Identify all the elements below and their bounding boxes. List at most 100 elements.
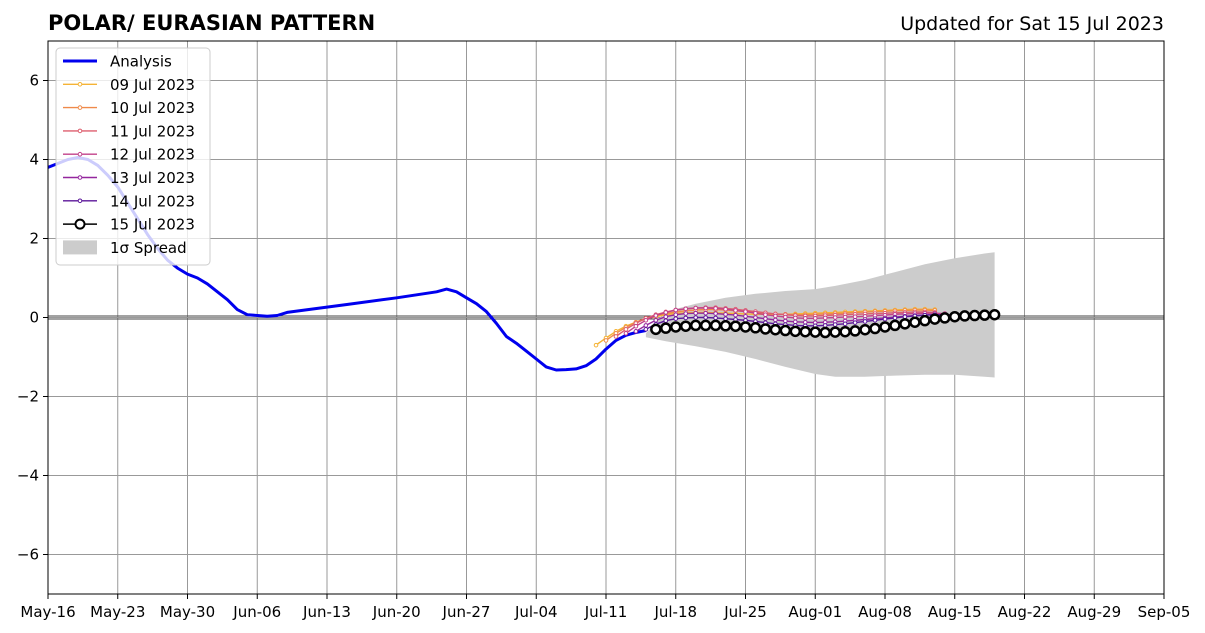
forecast-point: [802, 315, 808, 321]
forecast-point: [779, 324, 792, 337]
forecast-point: [703, 310, 708, 316]
forecast-point: [909, 316, 921, 328]
legend-label: 1σ Spread: [110, 239, 187, 257]
legend-label: 13 Jul 2023: [110, 169, 195, 187]
forecast-point: [822, 323, 828, 328]
forecast-point: [978, 309, 991, 321]
legend-swatch: [63, 240, 97, 255]
forecast-point: [988, 308, 1001, 321]
forecast-point: [703, 315, 708, 320]
forecast-point: [729, 320, 742, 332]
forecast-point: [889, 319, 901, 332]
forecast-point: [693, 315, 698, 320]
forecast-point: [693, 305, 698, 311]
x-tick-label: Jun-13: [302, 603, 351, 621]
x-tick-label: Sep-05: [1138, 603, 1191, 621]
forecast-point: [829, 326, 841, 338]
forecast-point: [849, 325, 861, 337]
forecast-point: [949, 310, 961, 323]
forecast-point: [663, 318, 669, 323]
forecast-point: [663, 314, 669, 320]
forecast-point: [653, 317, 659, 323]
forecast-point: [783, 314, 788, 320]
forecast-point: [703, 305, 708, 311]
forecast-point: [899, 318, 911, 330]
forecast-point: [683, 306, 689, 312]
forecast-point: [919, 314, 931, 327]
forecast-point: [763, 312, 768, 318]
forecast-point: [743, 309, 748, 314]
legend-marker: [74, 218, 86, 230]
forecast-point: [832, 322, 838, 327]
forecast-point: [660, 322, 672, 334]
legend-label: 14 Jul 2023: [110, 192, 195, 210]
forecast-point: [723, 316, 728, 321]
y-tick-label: 2: [29, 230, 39, 248]
x-tick-label: Jun-06: [232, 603, 281, 621]
forecast-point: [673, 316, 679, 321]
forecast-point: [869, 322, 881, 335]
forecast-point: [773, 317, 778, 323]
forecast-point: [603, 338, 609, 343]
legend-label: 12 Jul 2023: [110, 146, 195, 164]
forecast-point: [739, 321, 752, 333]
forecast-point: [939, 312, 951, 324]
forecast-point: [663, 310, 669, 315]
forecast-point: [763, 316, 768, 321]
forecast-point: [902, 314, 908, 320]
legend-box: [55, 47, 211, 266]
x-tick-label: Jul-04: [514, 603, 558, 621]
forecast-point: [879, 321, 891, 333]
series-layer: [48, 156, 1001, 378]
forecast-point: [753, 310, 758, 316]
forecast-point: [872, 317, 878, 323]
x-tick-label: May-30: [160, 603, 215, 621]
x-tick-label: May-16: [20, 603, 75, 621]
forecast-point: [713, 311, 718, 316]
forecast-point: [839, 325, 851, 338]
legend-label: 10 Jul 2023: [110, 99, 195, 117]
forecast-point: [852, 320, 858, 325]
forecast-point: [733, 312, 738, 318]
y-tick-label: −6: [17, 546, 39, 564]
forecast-point: [759, 323, 772, 335]
forecast-point: [723, 306, 728, 312]
forecast-point: [773, 313, 778, 319]
forecast-point: [799, 325, 812, 338]
legend-label: 11 Jul 2023: [110, 122, 195, 140]
forecast-point: [723, 312, 728, 317]
forecast-point: [643, 327, 649, 332]
forecast-point: [733, 308, 738, 313]
forecast-point: [842, 321, 848, 327]
forecast-point: [679, 320, 692, 332]
forecast-point: [689, 319, 702, 332]
forecast-point: [819, 326, 831, 339]
forecast-point: [709, 319, 722, 332]
forecast-point: [832, 315, 838, 320]
spread-band: [645, 252, 995, 378]
forecast-point: [882, 316, 888, 322]
x-tick-label: Aug-01: [788, 603, 842, 621]
x-tick-label: Jun-20: [372, 603, 421, 621]
forecast-point: [968, 309, 981, 322]
legend-label: 15 Jul 2023: [110, 216, 195, 234]
forecast-point: [683, 311, 689, 316]
legend-marker: [77, 128, 83, 134]
legend-marker: [77, 105, 83, 110]
forecast-point: [683, 315, 689, 321]
y-tick-label: 0: [29, 309, 39, 327]
forecast-point: [769, 323, 782, 336]
forecast-point: [653, 313, 659, 318]
forecast-point: [693, 310, 698, 316]
forecast-point: [593, 342, 599, 348]
x-tick-label: Aug-22: [998, 603, 1052, 621]
x-tick-label: Aug-08: [858, 603, 912, 621]
chart-title: POLAR/ EURASIAN PATTERN: [48, 11, 375, 35]
legend: Analysis 09 Jul 2023 10 Jul 2023 11 Jul 202…: [55, 47, 211, 266]
legend-marker: [77, 198, 83, 204]
forecast-point: [929, 313, 941, 325]
forecast-point: [892, 315, 898, 321]
forecast-point: [613, 334, 619, 339]
forecast-point: [673, 312, 679, 318]
